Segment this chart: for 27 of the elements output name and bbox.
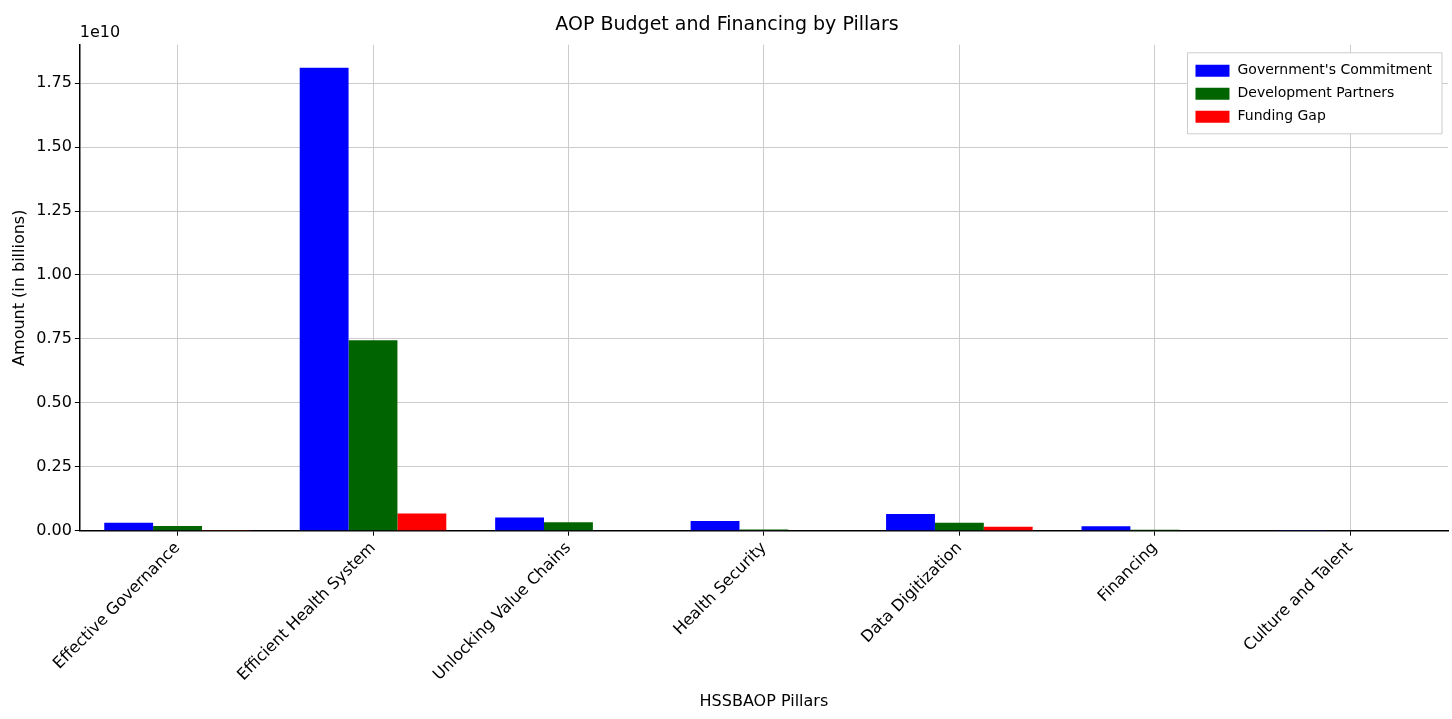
bar xyxy=(153,526,202,531)
y-tick-label: 1.25 xyxy=(36,200,72,220)
y-tick-label: 1.00 xyxy=(36,264,72,284)
bar xyxy=(348,340,398,531)
bar xyxy=(690,520,740,531)
text: 1e10 xyxy=(79,21,121,41)
bar xyxy=(983,526,1033,531)
y-tick-label: 0.50 xyxy=(36,391,72,411)
legend-label: Government's Commitment xyxy=(1237,61,1433,78)
bar xyxy=(544,522,593,531)
x-axis-title: HSSBAOP Pillars xyxy=(699,690,829,710)
y-tick-label: 0.75 xyxy=(36,328,72,348)
y-tick-label: 1.50 xyxy=(36,136,72,156)
y-tick-label: 0.25 xyxy=(36,455,72,475)
bar xyxy=(1081,526,1131,531)
y-tick-label: 0.00 xyxy=(36,519,72,539)
bar xyxy=(934,522,984,531)
chart-title: AOP Budget and Financing by Pillars xyxy=(555,12,899,35)
bar xyxy=(886,514,935,531)
bar xyxy=(104,522,154,531)
bar xyxy=(299,67,349,531)
y-axis-title: Amount (in billions) xyxy=(8,209,28,366)
bar xyxy=(397,513,447,531)
bar xyxy=(495,517,545,531)
y-tick-label: 1.75 xyxy=(36,72,72,92)
legend-label: Funding Gap xyxy=(1237,107,1326,124)
legend-label: Development Partners xyxy=(1237,84,1395,101)
